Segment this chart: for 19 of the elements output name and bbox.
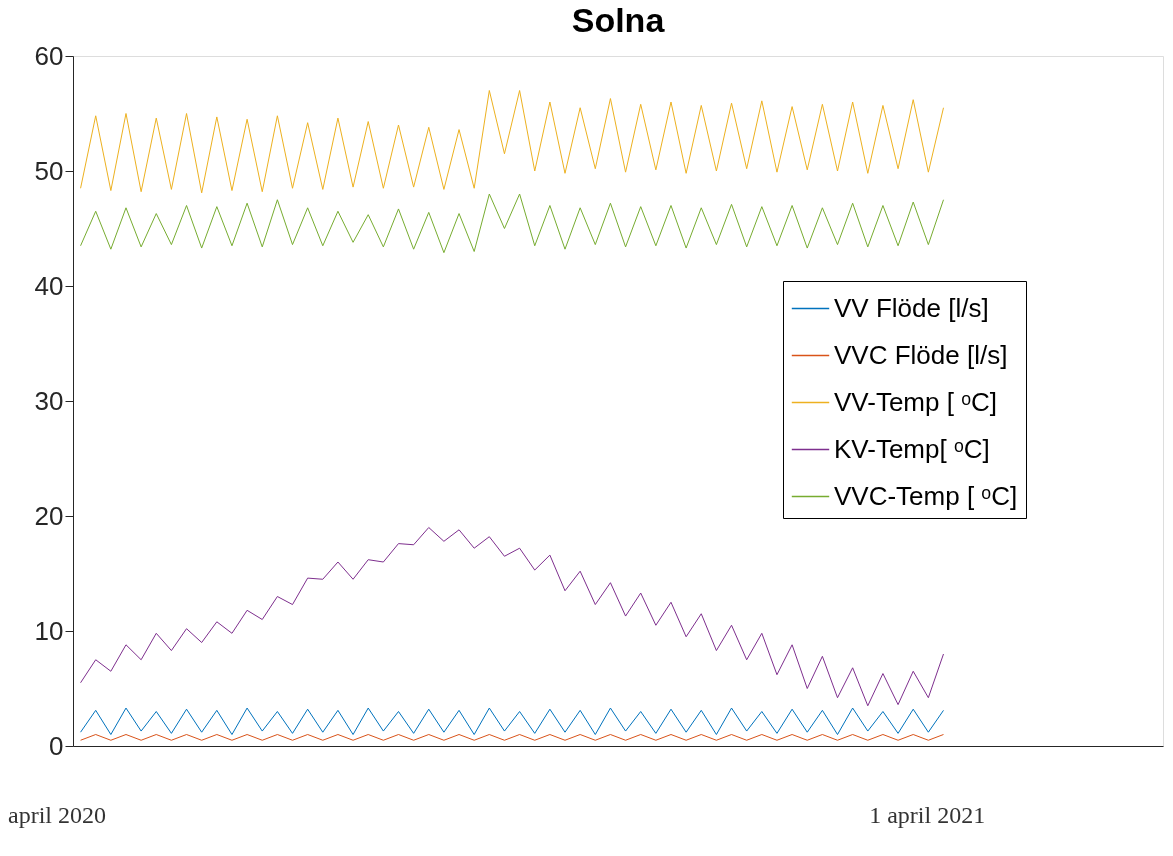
y-tick-label: 50: [34, 155, 64, 186]
text: april 2020: [8, 802, 106, 828]
chart-title: Solna: [571, 1, 666, 39]
y-tick-label: 60: [34, 40, 64, 71]
legend-label: KV-Temp[ ᵒC]: [834, 433, 990, 464]
line-series: [80, 193, 944, 254]
line-series: [80, 707, 944, 735]
y-tick-label: 30: [34, 385, 64, 416]
legend-label: VV-Temp [ ᵒC]: [834, 386, 997, 417]
y-tick-label: 40: [34, 270, 64, 301]
y-tick-label: 0: [49, 730, 64, 761]
legend-label: VVC-Temp [ ᵒC]: [834, 480, 1018, 511]
y-tick-label: 10: [34, 615, 64, 646]
legend-label: VVC Flöde [l/s]: [834, 339, 1008, 370]
line-series: [80, 527, 944, 707]
line-series: [80, 90, 944, 194]
y-tick-label: 20: [34, 500, 64, 531]
legend-label: VV Flöde [l/s]: [834, 292, 989, 323]
text: 1 april 2021: [869, 802, 986, 828]
